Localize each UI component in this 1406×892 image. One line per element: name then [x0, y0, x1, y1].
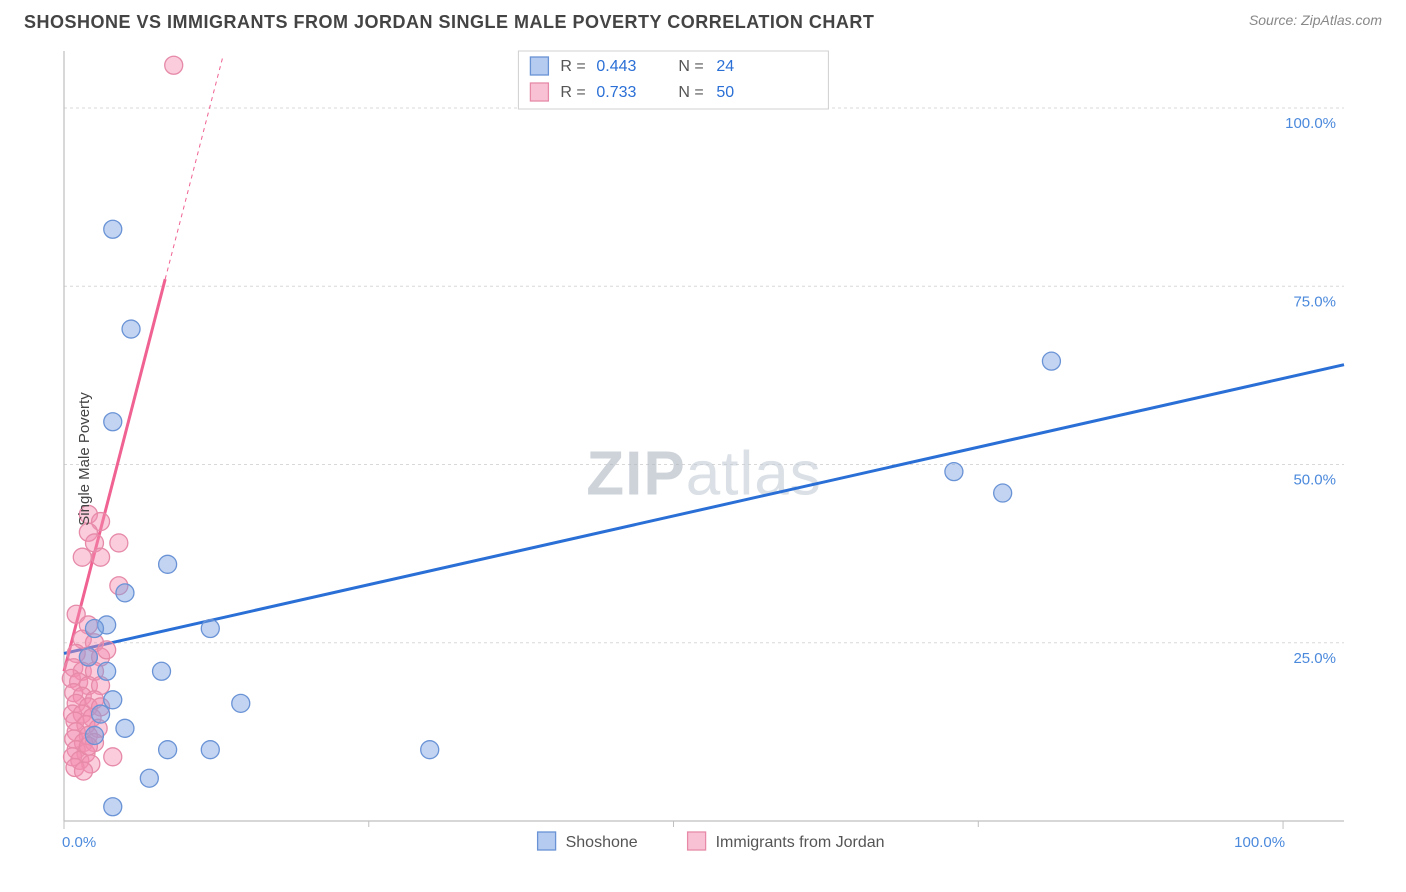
point-shoshone — [116, 719, 134, 737]
legend-n-value: 24 — [716, 58, 734, 75]
point-shoshone — [104, 413, 122, 431]
point-shoshone — [201, 620, 219, 638]
legend-n-value: 50 — [716, 84, 734, 101]
scatter-chart: 25.0% 50.0% 75.0% 100.0% 0.0% 100.0% ZIPatlas R… — [24, 39, 1382, 879]
point-shoshone — [140, 769, 158, 787]
chart-area: Single Male Poverty 25.0% 50.0% 75.0% 100.0… — [24, 39, 1382, 879]
point-shoshone — [421, 741, 439, 759]
legend-r-label: R = — [560, 84, 585, 101]
x-tick-label: 100.0% — [1234, 834, 1285, 851]
chart-source: Source: ZipAtlas.com — [1249, 12, 1382, 28]
point-shoshone — [994, 484, 1012, 502]
y-axis-label: Single Male Poverty — [76, 392, 93, 525]
x-tick-label: 0.0% — [62, 834, 96, 851]
y-tick-label: 50.0% — [1293, 472, 1336, 489]
point-jordan — [110, 534, 128, 552]
point-shoshone — [153, 662, 171, 680]
legend-swatch — [688, 832, 706, 850]
y-tick-label: 75.0% — [1293, 293, 1336, 310]
point-shoshone — [159, 555, 177, 573]
y-tick-label: 25.0% — [1293, 650, 1336, 667]
point-shoshone — [104, 220, 122, 238]
point-shoshone — [92, 705, 110, 723]
legend-n-label: N = — [678, 84, 703, 101]
legend-swatch — [530, 83, 548, 101]
point-shoshone — [1042, 352, 1060, 370]
point-shoshone — [79, 648, 97, 666]
legend-r-label: R = — [560, 58, 585, 75]
chart-title: SHOSHONE VS IMMIGRANTS FROM JORDAN SINGL… — [24, 12, 874, 33]
point-jordan — [75, 762, 93, 780]
point-shoshone — [85, 726, 103, 744]
legend-swatch — [530, 57, 548, 75]
legend-r-value: 0.733 — [596, 84, 636, 101]
y-tick-label: 100.0% — [1285, 115, 1336, 132]
point-shoshone — [104, 798, 122, 816]
point-jordan — [73, 548, 91, 566]
point-jordan — [104, 748, 122, 766]
point-shoshone — [98, 662, 116, 680]
legend-swatch — [538, 832, 556, 850]
point-jordan — [98, 641, 116, 659]
point-jordan — [92, 548, 110, 566]
trend-line-shoshone — [64, 365, 1344, 654]
chart-header: SHOSHONE VS IMMIGRANTS FROM JORDAN SINGL… — [0, 0, 1406, 33]
point-shoshone — [104, 691, 122, 709]
point-shoshone — [85, 620, 103, 638]
point-shoshone — [232, 694, 250, 712]
point-shoshone — [122, 320, 140, 338]
legend-n-label: N = — [678, 58, 703, 75]
trend-line-jordan-extrapolated — [165, 58, 222, 279]
point-shoshone — [201, 741, 219, 759]
legend-series-jordan: Immigrants from Jordan — [716, 834, 885, 851]
point-jordan — [165, 56, 183, 74]
point-shoshone — [945, 463, 963, 481]
point-shoshone — [116, 584, 134, 602]
legend-series-shoshone: Shoshone — [566, 834, 638, 851]
point-shoshone — [159, 741, 177, 759]
watermark: ZIPatlas — [586, 440, 821, 509]
legend-r-value: 0.443 — [596, 58, 636, 75]
